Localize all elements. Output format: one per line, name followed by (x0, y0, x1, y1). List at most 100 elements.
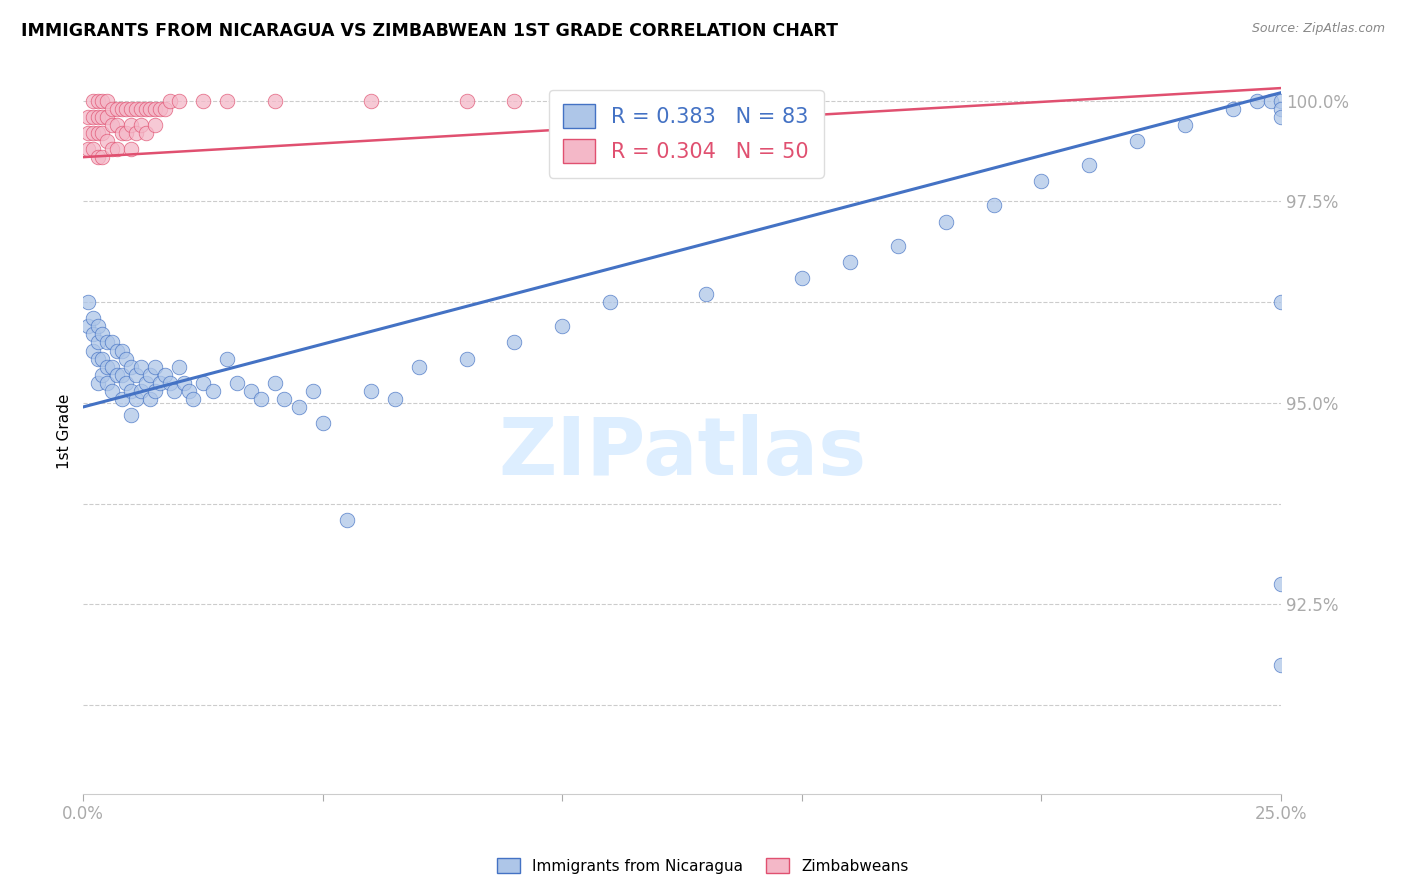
Point (1270, 657, 1292, 672)
Point (1270, 94, 1292, 108)
Point (336, 513, 359, 527)
Point (551, 319, 574, 334)
Point (115, 376, 138, 390)
Point (1078, 158, 1101, 172)
Point (86, 351, 108, 366)
Point (360, 94, 382, 108)
Point (115, 102, 138, 116)
Point (91, 110, 114, 124)
Point (149, 376, 172, 390)
Point (129, 384, 152, 398)
Point (139, 368, 162, 382)
Text: Source: ZipAtlas.com: Source: ZipAtlas.com (1251, 22, 1385, 36)
Point (77, 295, 100, 310)
Point (1270, 577, 1292, 591)
Point (139, 102, 162, 116)
Point (91, 94, 114, 108)
Point (110, 102, 132, 116)
Point (101, 359, 124, 374)
Point (120, 384, 142, 398)
Point (503, 335, 526, 350)
Point (1260, 94, 1282, 108)
Point (110, 368, 132, 382)
Point (1270, 102, 1292, 116)
Point (120, 408, 142, 422)
Point (163, 384, 186, 398)
Point (105, 102, 128, 116)
Point (360, 384, 382, 398)
Point (790, 271, 813, 285)
Point (302, 384, 325, 398)
Point (167, 94, 190, 108)
Point (86, 150, 108, 164)
Point (139, 392, 162, 406)
Point (86, 376, 108, 390)
Point (201, 384, 224, 398)
Point (173, 376, 195, 390)
Point (1270, 295, 1292, 310)
Point (191, 376, 214, 390)
Point (456, 351, 478, 366)
Point (935, 214, 957, 228)
Point (120, 118, 142, 132)
Text: IMMIGRANTS FROM NICARAGUA VS ZIMBABWEAN 1ST GRADE CORRELATION CHART: IMMIGRANTS FROM NICARAGUA VS ZIMBABWEAN … (21, 22, 838, 40)
Point (1222, 102, 1244, 116)
Point (143, 118, 166, 132)
Point (143, 359, 166, 374)
Point (86, 335, 108, 350)
Point (96, 376, 118, 390)
Point (695, 287, 717, 301)
Point (135, 376, 157, 390)
Legend: Immigrants from Nicaragua, Zimbabweans: Immigrants from Nicaragua, Zimbabweans (491, 852, 915, 880)
Point (120, 142, 142, 156)
Point (77, 110, 100, 124)
Point (135, 126, 157, 140)
Point (288, 400, 311, 414)
Point (120, 359, 142, 374)
Point (503, 94, 526, 108)
Point (153, 368, 176, 382)
Point (82, 94, 104, 108)
Point (143, 102, 166, 116)
Point (312, 416, 335, 430)
Point (225, 376, 247, 390)
Point (159, 376, 181, 390)
Point (96, 335, 118, 350)
Point (838, 255, 860, 269)
Point (1126, 134, 1149, 148)
Point (215, 351, 238, 366)
Point (86, 94, 108, 108)
Point (105, 343, 128, 358)
Point (1174, 118, 1197, 132)
Point (91, 327, 114, 342)
Point (105, 368, 128, 382)
Point (101, 384, 124, 398)
Point (135, 102, 157, 116)
Point (886, 239, 908, 253)
Point (101, 118, 124, 132)
Point (115, 126, 138, 140)
Point (125, 102, 148, 116)
Point (149, 102, 172, 116)
Point (264, 94, 287, 108)
Point (91, 150, 114, 164)
Point (129, 359, 152, 374)
Point (86, 110, 108, 124)
Point (86, 126, 108, 140)
Point (183, 392, 205, 406)
Point (408, 359, 430, 374)
Point (82, 311, 104, 326)
Legend: R = 0.383   N = 83, R = 0.304   N = 50: R = 0.383 N = 83, R = 0.304 N = 50 (548, 90, 824, 178)
Point (599, 295, 621, 310)
Point (167, 359, 190, 374)
Point (101, 102, 124, 116)
Point (96, 134, 118, 148)
Point (82, 126, 104, 140)
Point (82, 142, 104, 156)
Point (91, 126, 114, 140)
Point (456, 94, 478, 108)
Point (177, 384, 200, 398)
Point (249, 392, 271, 406)
Point (91, 351, 114, 366)
Point (143, 384, 166, 398)
